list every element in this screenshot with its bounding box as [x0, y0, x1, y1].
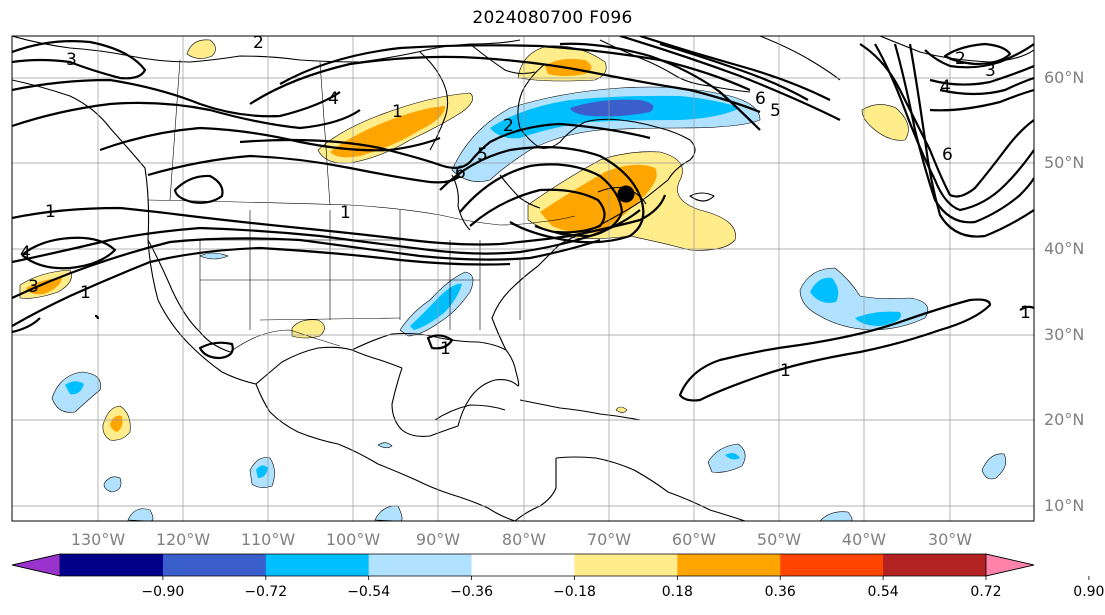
- gridlines: [12, 36, 1034, 521]
- contour-label: 2: [253, 33, 264, 53]
- contour-label: 1: [80, 283, 91, 303]
- positive-anomaly-fills: [19, 39, 909, 441]
- lon-label: 70°W: [587, 530, 631, 549]
- lon-label: 100°W: [326, 530, 381, 549]
- colorbar-bin: [368, 554, 473, 576]
- lon-label: 120°W: [156, 530, 211, 549]
- contour-label: 2: [955, 49, 966, 69]
- map-title: 2024080700 F096: [472, 8, 633, 28]
- longitude-labels: 130°W 120°W 110°W 100°W 90°W 80°W 70°W 6…: [71, 530, 972, 549]
- colorbar-outline: [11, 553, 1035, 577]
- coastlines: [12, 36, 1034, 521]
- colorbar-bin: [780, 554, 884, 576]
- contour-label: 1: [340, 203, 351, 223]
- contour-label: 5: [770, 101, 781, 121]
- contour-label: 3: [66, 50, 77, 70]
- contour-label: 1: [1020, 303, 1031, 323]
- lon-label: 30°W: [928, 530, 972, 549]
- contour-label: 1: [780, 361, 791, 381]
- colorbar-bin: [677, 554, 781, 576]
- colorbar-bin: [162, 554, 267, 576]
- contour-labels: 3 2 1 4 5 6 1 4 3 1 1 1 2 5 6 2 3 4 6 1 …: [20, 33, 1031, 381]
- colorbar-bin: [60, 554, 164, 576]
- colorbar-tick-label: −0.54: [347, 584, 390, 600]
- contour-label: 1: [45, 202, 56, 222]
- colorbar-extend-max: [985, 553, 1035, 577]
- latitude-labels: 60°N 50°N 40°N 30°N 20°N 10°N: [1044, 68, 1084, 515]
- colorbar-tick-label: −0.72: [244, 584, 287, 600]
- colorbar-tick-label: 0.90: [1073, 584, 1104, 600]
- colorbar-tick-label: −0.18: [553, 584, 596, 600]
- lon-label: 80°W: [502, 530, 546, 549]
- lon-label: 130°W: [71, 530, 126, 549]
- contour-lines: [12, 36, 1034, 402]
- contour-label: 6: [755, 89, 766, 109]
- colorbar-tick-label: 0.72: [970, 584, 1001, 600]
- lon-label: 90°W: [416, 530, 460, 549]
- lon-label: 110°W: [241, 530, 296, 549]
- colorbar-tick-label: −0.90: [141, 584, 184, 600]
- lat-label: 50°N: [1044, 153, 1084, 172]
- contour-label: 4: [328, 89, 339, 109]
- storm-center-marker: [617, 185, 635, 203]
- colorbar-bin: [883, 554, 987, 576]
- contour-label: 4: [940, 77, 951, 97]
- colorbar-tick-label: 0.54: [868, 584, 899, 600]
- colorbar: −0.90 −0.72 −0.54 −0.36 −0.18 0.18 0.36 0.54 0.7…: [11, 553, 1104, 600]
- lon-label: 60°W: [672, 530, 716, 549]
- colorbar-tick-label: 0.18: [662, 584, 693, 600]
- contour-label: 3: [28, 277, 39, 297]
- political-borders: [147, 59, 576, 353]
- colorbar-bin: [471, 554, 575, 576]
- lon-label: 40°W: [842, 530, 886, 549]
- contour-label: 2: [503, 116, 514, 136]
- negative-anomaly-fills: [51, 86, 1007, 521]
- colorbar-tick-label: −0.36: [450, 584, 493, 600]
- lat-label: 30°N: [1044, 325, 1084, 344]
- colorbar-tick-label: 0.36: [765, 584, 796, 600]
- lat-label: 10°N: [1044, 496, 1084, 515]
- lat-label: 60°N: [1044, 68, 1084, 87]
- contour-label: 3: [985, 61, 996, 81]
- contour-label: 4: [20, 243, 31, 263]
- lat-label: 40°N: [1044, 239, 1084, 258]
- contour-label: 5: [477, 145, 488, 165]
- colorbar-bin: [265, 554, 370, 576]
- lon-label: 50°W: [757, 530, 801, 549]
- map-frame: [11, 35, 1035, 522]
- contour-label: 1: [440, 339, 451, 359]
- contour-label: 1: [392, 102, 403, 122]
- contour-label: 6: [455, 163, 466, 183]
- colorbar-bin: [574, 554, 678, 576]
- contour-label: 6: [942, 145, 953, 165]
- lat-label: 20°N: [1044, 410, 1084, 429]
- colorbar-extend-min: [11, 553, 61, 577]
